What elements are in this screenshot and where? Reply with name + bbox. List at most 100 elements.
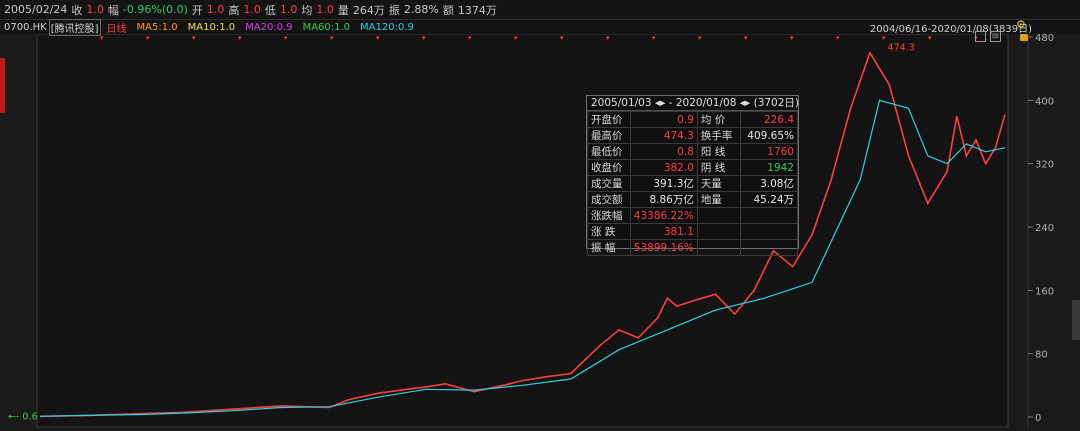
stats-key: 最高价 (587, 127, 631, 144)
open-label: 开 (191, 3, 203, 17)
ma5-label: MA5:1.0 (136, 21, 178, 33)
stats-value (739, 207, 799, 224)
event-marker[interactable]: ▾ (836, 34, 840, 42)
low-label: 低 (264, 3, 276, 17)
event-marker[interactable]: ▾ (468, 34, 472, 42)
y-tick-label: 480 (1035, 33, 1054, 44)
quote-header: 2005/02/24 收 1.0 幅 -0.96%(0.0) 开 1.0 高 1… (0, 0, 1080, 20)
stats-value: 0.9 (629, 111, 698, 128)
menu-icon[interactable]: ≡ (990, 31, 1001, 42)
avg-label: 均 (301, 3, 313, 17)
stats-key: 地量 (696, 191, 741, 208)
stats-key: 成交量 (587, 175, 631, 192)
close-label: 收 (71, 3, 83, 17)
event-marker[interactable]: ▾ (560, 34, 564, 42)
stats-row: 收盘价 382.0 阴 线 1942 (587, 159, 799, 176)
event-marker[interactable]: ▾ (422, 34, 426, 42)
ma60-label: MA60:1.0 (302, 21, 351, 33)
stats-row: 成交额 8.86万亿 地量 45.24万 (587, 191, 799, 208)
event-marker[interactable]: ▾ (652, 34, 656, 42)
event-marker[interactable]: ▾ (100, 34, 104, 42)
high-price-label: 474.3 (888, 43, 915, 54)
event-marker[interactable]: ▾ (698, 34, 702, 42)
stats-value: 226.4 (739, 111, 799, 128)
stats-row: 开盘价 0.9 均 价 226.4 (587, 111, 799, 128)
date-range-label: 2004/06/16-2020/01/08(3839日) (869, 24, 1032, 35)
plot-frame (36, 33, 1009, 428)
lock-icon[interactable] (1020, 34, 1028, 41)
stats-key: 天量 (696, 175, 741, 192)
stats-value: 391.3亿 (629, 175, 698, 192)
high-value: 1.0 (243, 3, 261, 16)
y-tick-label: 240 (1035, 223, 1054, 234)
side-marker (0, 58, 5, 113)
stats-value: 381.1 (629, 223, 698, 240)
close-value: 1.0 (86, 3, 104, 16)
event-marker[interactable]: ▾ (376, 34, 380, 42)
top-event-markers: ▾ ▾ ▾ ▾ ▾ ▾ ▾ ▾ ▾ ▾ ▾ ▾ ▾ ▾ ▾ ▾ ▾ ▾ ▾ ▾ (100, 34, 978, 42)
event-marker[interactable]: ▾ (514, 34, 518, 42)
open-value: 1.0 (206, 3, 225, 16)
stats-row: 涨 跌 381.1 (587, 223, 799, 240)
stats-row: 涨跌幅 43386.22% (587, 207, 799, 224)
stats-value: 3.08亿 (739, 175, 799, 192)
amplitude-label: 振 (388, 3, 400, 17)
price-line (39, 50, 1006, 418)
stock-name[interactable]: [腾讯控股] (48, 18, 101, 36)
stats-key: 阴 线 (696, 159, 741, 176)
y-axis-ticks: 0 80 160 240 320 400 480 (1028, 33, 1054, 424)
stats-value: 45.24万 (739, 191, 799, 208)
event-marker[interactable]: ▾ (744, 34, 748, 42)
stats-key: 振 幅 (587, 239, 631, 256)
y-tick-label: 80 (1035, 350, 1048, 361)
window-controls: ≡ (975, 31, 1001, 42)
range-stats-panel: 2005/01/03 ◂▸ - 2020/01/08 ◂▸ (3702日) 开盘… (586, 95, 799, 256)
stats-value: 0.8 (629, 143, 698, 160)
event-marker[interactable]: ▾ (238, 34, 242, 42)
stock-symbol: 0700.HK (4, 21, 47, 33)
amount-value: 1374万 (457, 3, 497, 17)
stats-value (739, 223, 799, 240)
change-value: -0.96%(0.0) (122, 3, 188, 16)
header-date: 2005/02/24 (4, 3, 68, 16)
stats-value: 409.65% (739, 127, 799, 144)
event-marker[interactable]: ▾ (790, 34, 794, 42)
stats-key (696, 239, 741, 256)
amount-label: 额 (442, 3, 454, 17)
change-label: 幅 (107, 3, 119, 17)
ma120-line (39, 99, 1006, 417)
event-marker[interactable]: ▾ (606, 34, 610, 42)
stats-value: 474.3 (629, 127, 698, 144)
event-marker[interactable]: ▾ (284, 34, 288, 42)
period-label[interactable]: 日线 (106, 23, 127, 35)
low-price-label: ←- 0.6 (8, 412, 38, 423)
event-marker[interactable]: ▾ (974, 34, 978, 42)
stats-key: 涨跌幅 (587, 207, 631, 224)
stats-row: 最高价 474.3 换手率 409.65% (587, 127, 799, 144)
event-marker[interactable]: ▾ (882, 34, 886, 42)
marker-labels: 474.3 ←- 0.6 (8, 43, 915, 423)
stats-value: 8.86万亿 (629, 191, 698, 208)
gear-icon[interactable]: ⚙ (1016, 18, 1026, 31)
stats-value: 382.0 (629, 159, 698, 176)
price-series (39, 50, 1006, 418)
event-marker[interactable]: ▾ (928, 34, 932, 42)
side-scroll-tab[interactable] (1072, 300, 1080, 340)
event-marker[interactable]: ▾ (192, 34, 196, 42)
low-value: 1.0 (279, 3, 298, 16)
avg-value: 1.0 (316, 3, 334, 16)
stats-key: 阳 线 (696, 143, 741, 160)
stats-row: 最低价 0.8 阳 线 1760 (587, 143, 799, 160)
y-tick-label: 0 (1035, 413, 1041, 424)
stats-key: 涨 跌 (587, 223, 631, 240)
stats-key: 最低价 (587, 143, 631, 160)
volume-value: 264万 (352, 3, 385, 17)
stats-key (696, 207, 741, 224)
stats-row: 振 幅 53899.16% (587, 239, 799, 256)
event-marker[interactable]: ▾ (146, 34, 150, 42)
stats-key: 开盘价 (587, 111, 631, 128)
range-stats-table: 开盘价 0.9 均 价 226.4 最高价 474.3 换手率 409.65% 最低价 0.8 阳 … (587, 111, 799, 256)
event-marker[interactable]: ▾ (330, 34, 334, 42)
maximize-icon[interactable] (975, 31, 986, 42)
